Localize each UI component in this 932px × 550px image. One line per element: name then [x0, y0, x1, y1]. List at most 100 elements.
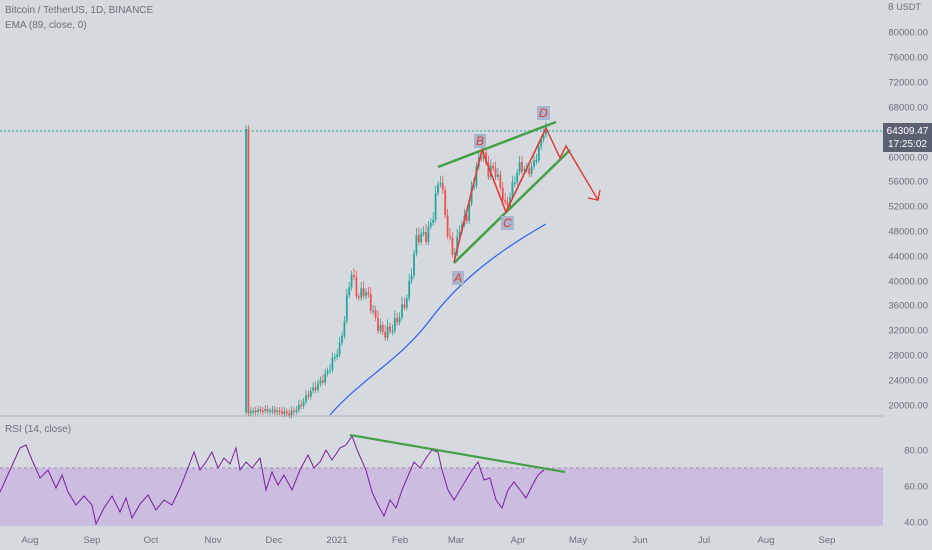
- candle-body: [506, 201, 509, 207]
- candle-body: [367, 292, 370, 295]
- candle-body: [528, 168, 531, 174]
- candle-body: [285, 411, 288, 414]
- ema-line: [329, 223, 547, 416]
- candle-body: [257, 409, 259, 413]
- time-tick: Sep: [83, 535, 101, 546]
- candle-body: [326, 371, 329, 374]
- rsi-tick: 60.00: [904, 481, 928, 493]
- time-tick: Mar: [447, 535, 465, 546]
- price-tick: 44000.00: [888, 251, 928, 263]
- symbol-legend[interactable]: Bitcoin / TetherUS, 1D, BINANCE: [5, 5, 154, 16]
- currency-label: 8 USDT: [888, 2, 921, 13]
- time-tick: Apr: [510, 535, 526, 546]
- candle-body: [355, 277, 358, 297]
- candle-body: [417, 234, 420, 243]
- candle-body: [302, 401, 305, 406]
- candle-body: [516, 172, 519, 183]
- candle-body: [324, 373, 327, 383]
- time-tick: Feb: [391, 535, 409, 546]
- time-tick: Aug: [757, 535, 775, 546]
- candle-body: [475, 166, 478, 186]
- candle-body: [511, 182, 514, 197]
- candle-body: [374, 310, 377, 318]
- price-tick: 20000.00: [888, 400, 928, 412]
- candle-body: [252, 410, 255, 413]
- candle-body: [408, 280, 411, 299]
- candle-body: [427, 226, 430, 242]
- lower-wedge-line: [453, 149, 571, 264]
- ema-legend[interactable]: EMA (89, close, 0): [5, 20, 87, 31]
- candle-body: [276, 410, 279, 413]
- candle-body: [314, 387, 317, 391]
- price-tick: 80000.00: [888, 27, 928, 39]
- candle-body: [518, 162, 521, 173]
- candle-body: [353, 274, 355, 278]
- candle-body: [357, 296, 360, 298]
- candle-body: [501, 187, 504, 200]
- pane-separator[interactable]: [0, 415, 932, 417]
- candle-body: [319, 380, 322, 384]
- price-tick: 60000.00: [888, 152, 928, 164]
- candle-body: [338, 342, 341, 355]
- candle-body: [523, 169, 526, 172]
- candle-body: [513, 182, 516, 184]
- candle-body: [504, 199, 507, 202]
- candle-body: [509, 196, 511, 207]
- bar-countdown: 17:25:02: [888, 139, 927, 150]
- candle-body: [470, 187, 473, 204]
- candle-body: [254, 410, 257, 413]
- candle-body: [473, 185, 475, 188]
- candle-body: [261, 410, 264, 413]
- candle-body: [336, 354, 339, 357]
- last-price-value: 64309.47: [886, 126, 929, 137]
- point-a-label: A: [452, 271, 465, 285]
- candle-body: [451, 237, 454, 255]
- price-tick: 72000.00: [888, 77, 928, 89]
- price-tick: 52000.00: [888, 201, 928, 213]
- candle-body: [350, 274, 353, 288]
- time-tick: Jun: [632, 535, 648, 546]
- candle-body: [540, 139, 543, 147]
- candle-body: [480, 157, 483, 160]
- candle-body: [420, 233, 423, 243]
- candle-body: [432, 219, 435, 223]
- rsi-legend[interactable]: RSI (14, close): [5, 424, 72, 435]
- candle-body: [331, 358, 334, 370]
- time-tick: Sep: [818, 535, 836, 546]
- point-b-label: B: [474, 134, 487, 148]
- currency-prefix: 8: [888, 2, 894, 13]
- candle-body: [266, 409, 269, 412]
- price-tick: 56000.00: [888, 176, 928, 188]
- time-tick: Oct: [143, 535, 159, 546]
- price-tick: 40000.00: [888, 276, 928, 288]
- candle-body: [439, 183, 442, 185]
- projection-path: [545, 127, 599, 201]
- price-chart-pane[interactable]: [0, 0, 883, 415]
- rsi-tick: 80.00: [904, 445, 928, 457]
- candle-body: [413, 253, 415, 276]
- candle-body: [362, 288, 365, 297]
- candle-body: [494, 168, 497, 177]
- candle-body: [348, 287, 351, 296]
- candle-body: [391, 330, 394, 333]
- candle-body: [293, 410, 295, 413]
- candle-body: [305, 395, 307, 402]
- candle-body: [288, 413, 291, 416]
- candle-body: [389, 326, 391, 332]
- candle-body: [415, 234, 418, 254]
- rsi-tick: 40.00: [904, 517, 928, 529]
- candle-body: [283, 411, 286, 414]
- abcd-pattern: [453, 127, 547, 263]
- price-tick: 24000.00: [888, 375, 928, 387]
- candle-body: [360, 288, 363, 298]
- candle-body: [545, 127, 547, 135]
- candle-body: [453, 253, 456, 255]
- candle-body: [537, 146, 540, 161]
- candle-body: [393, 318, 396, 331]
- price-tick: 48000.00: [888, 226, 928, 238]
- candle-body: [345, 295, 348, 321]
- price-axis[interactable]: [883, 0, 932, 531]
- candle-body: [405, 298, 408, 308]
- candle-body: [381, 325, 384, 333]
